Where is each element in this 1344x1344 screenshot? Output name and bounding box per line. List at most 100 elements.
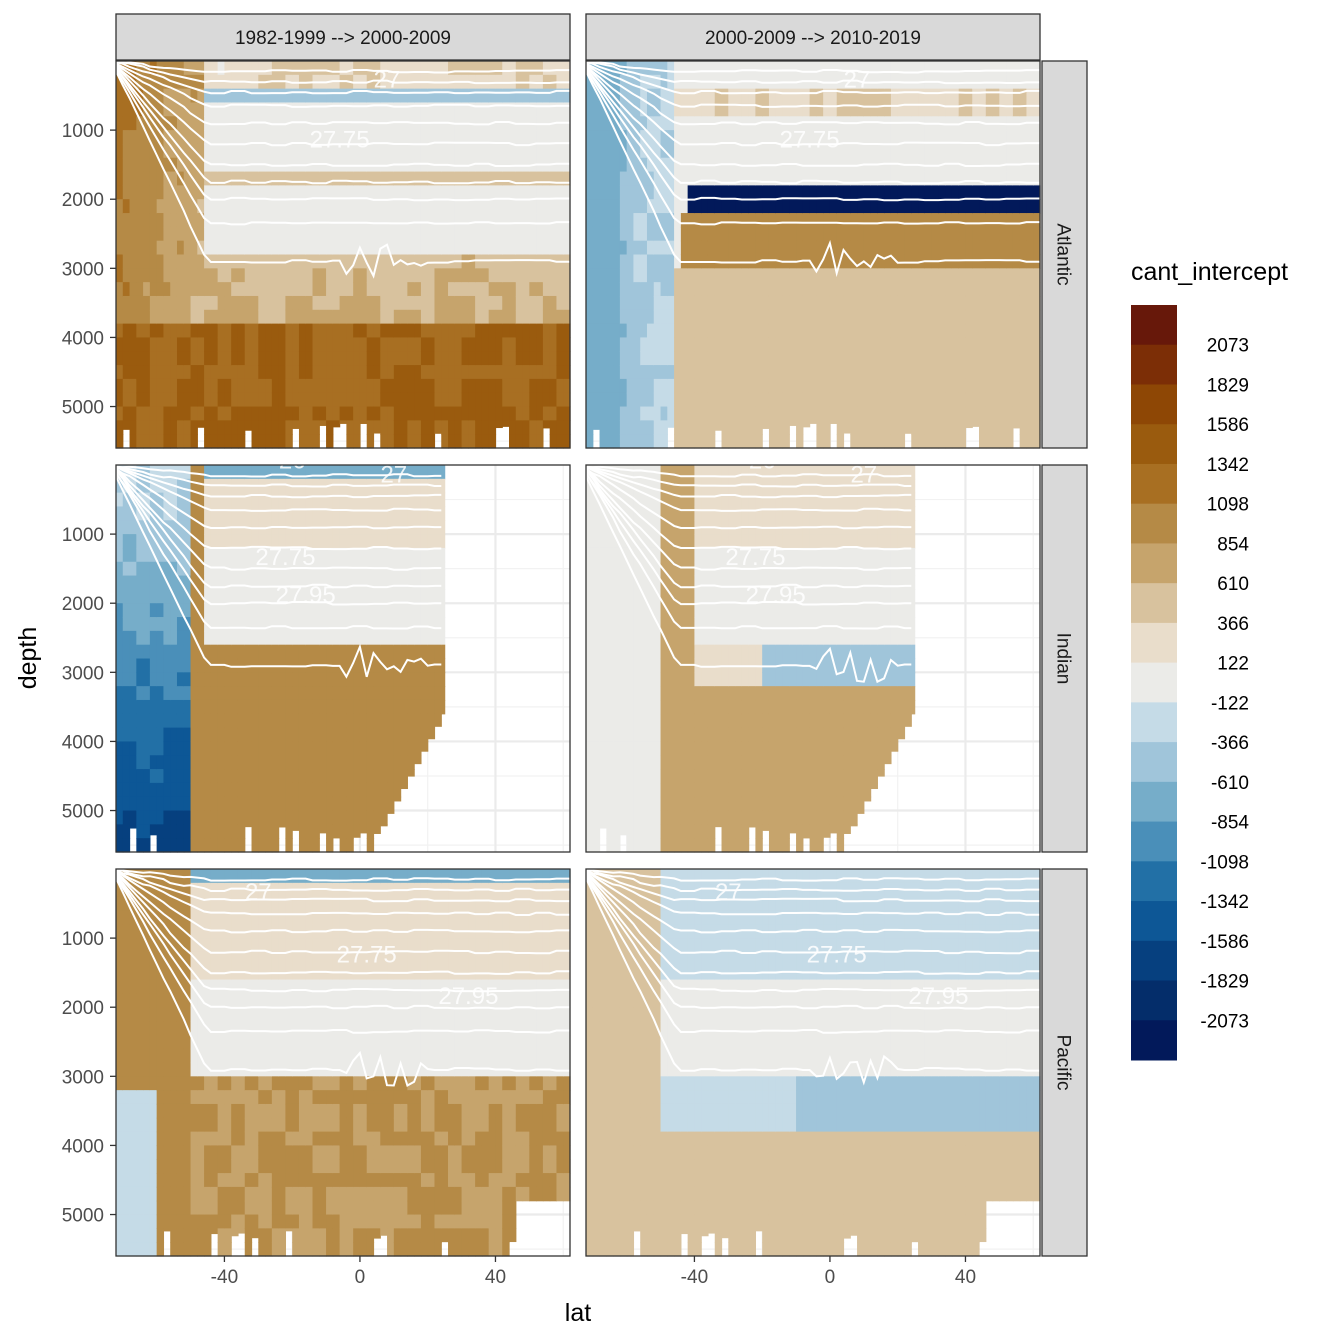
field-cell [556, 434, 564, 449]
field-cell [116, 755, 124, 770]
field-cell [136, 617, 144, 632]
field-cell [1012, 102, 1021, 117]
field-cell [190, 796, 198, 812]
field-cell [312, 226, 320, 242]
field-cell [387, 240, 395, 256]
field-cell [237, 406, 246, 421]
field-cell [857, 309, 865, 325]
field-cell [319, 465, 327, 480]
field-cell [332, 478, 341, 494]
field-cell [592, 365, 601, 380]
field-cell [373, 630, 381, 646]
field-cell [924, 240, 933, 256]
field-cell [475, 351, 483, 366]
field-cell [714, 88, 723, 104]
field-cell [285, 824, 293, 839]
field-cell [149, 157, 158, 173]
field-cell [816, 61, 824, 76]
field-cell [796, 392, 804, 408]
field-cell [332, 309, 341, 325]
field-cell [735, 268, 743, 283]
field-cell [278, 143, 287, 159]
field-cell [701, 309, 709, 325]
field-cell [373, 727, 381, 743]
field-cell [373, 534, 381, 549]
field-cell [789, 185, 797, 200]
field-cell [190, 185, 198, 200]
field-cell [231, 630, 239, 646]
field-cell [353, 240, 361, 256]
field-cell [619, 240, 628, 256]
field-cell [190, 365, 198, 380]
field-cell [292, 365, 300, 380]
field-cell [312, 838, 320, 853]
field-cell [312, 323, 320, 339]
field-cell [890, 61, 899, 76]
field-cell [346, 295, 354, 311]
field-cell [353, 769, 361, 784]
field-cell [1033, 268, 1041, 283]
field-cell [816, 420, 824, 435]
field-cell [183, 727, 192, 743]
field-cell [823, 240, 831, 256]
field-cell [619, 406, 628, 421]
field-cell [237, 434, 246, 449]
field-cell [197, 478, 205, 494]
field-cell [387, 478, 395, 494]
field-cell [653, 74, 662, 90]
field-cell [237, 603, 246, 618]
field-cell [454, 282, 463, 297]
field-cell [346, 824, 354, 839]
field-cell [163, 102, 171, 117]
field-cell [339, 589, 347, 604]
field-cell [278, 534, 287, 549]
field-cell [735, 213, 743, 228]
field-cell [633, 282, 641, 297]
field-cell [176, 282, 185, 297]
field-cell [244, 102, 253, 117]
field-cell [251, 741, 259, 756]
field-cell [985, 226, 994, 242]
field-cell [863, 102, 872, 117]
field-cell [170, 727, 178, 743]
field-cell [163, 351, 171, 366]
field-cell [1006, 434, 1014, 449]
field-cell [122, 171, 131, 186]
field-cell [714, 309, 723, 325]
field-cell [735, 240, 743, 256]
field-cell [816, 378, 824, 394]
field-cell [721, 171, 729, 186]
field-cell [586, 116, 594, 131]
field-cell [339, 506, 347, 521]
field-cell [536, 268, 544, 283]
field-cell [183, 157, 192, 173]
field-cell [380, 492, 388, 508]
field-cell [475, 282, 483, 297]
field-cell [475, 337, 483, 352]
field-cell [829, 116, 838, 131]
field-cell [231, 282, 239, 297]
field-cell [414, 143, 422, 159]
field-cell [359, 130, 368, 145]
field-cell [149, 74, 158, 90]
field-cell [829, 102, 838, 117]
field-cell [549, 406, 558, 421]
field-cell [136, 226, 144, 242]
field-cell [353, 534, 361, 549]
field-cell [278, 727, 287, 743]
field-cell [156, 769, 165, 784]
field-cell [156, 589, 165, 604]
field-cell [640, 351, 648, 366]
field-cell [972, 199, 980, 214]
field-cell [197, 420, 205, 428]
field-cell [332, 575, 341, 590]
field-cell [244, 824, 253, 828]
field-cell [116, 617, 124, 632]
field-cell [809, 406, 817, 421]
field-cell [448, 185, 456, 200]
field-cell [176, 309, 185, 325]
field-cell [271, 185, 280, 200]
field-cell [633, 102, 641, 117]
field-cell [197, 796, 205, 812]
field-cell [427, 268, 436, 283]
